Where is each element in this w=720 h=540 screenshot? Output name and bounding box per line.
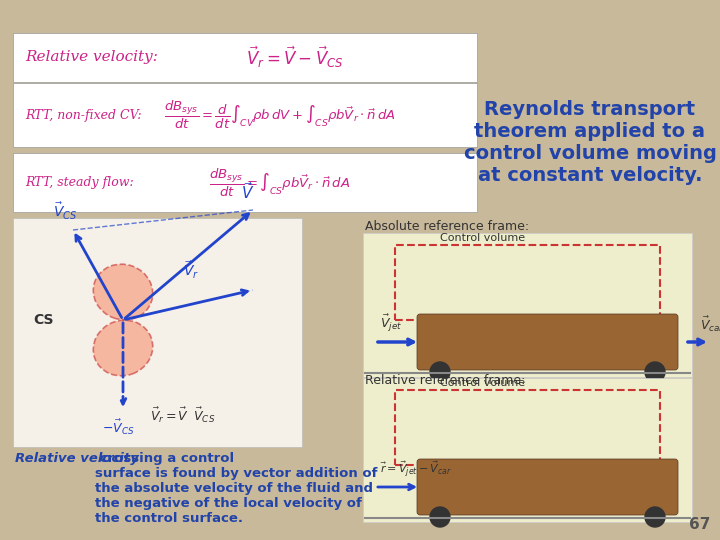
Ellipse shape [94,320,153,376]
FancyBboxPatch shape [355,215,705,535]
FancyBboxPatch shape [13,153,477,212]
Text: $-\vec{V}_{CS}$: $-\vec{V}_{CS}$ [102,418,134,437]
FancyBboxPatch shape [363,233,692,377]
FancyBboxPatch shape [13,83,477,147]
Text: $\vec{V}$: $\vec{V}$ [241,181,255,202]
Text: Control volume: Control volume [440,378,525,388]
Text: $\vec{V}_{car}$: $\vec{V}_{car}$ [700,315,720,334]
Text: Control volume: Control volume [440,233,525,243]
Text: 67: 67 [688,517,710,532]
Text: Relative reference frame:: Relative reference frame: [365,374,526,387]
FancyBboxPatch shape [13,218,302,447]
Ellipse shape [94,264,153,320]
Circle shape [430,507,450,527]
Text: Absolute reference frame:: Absolute reference frame: [365,220,529,233]
FancyBboxPatch shape [13,33,477,82]
Text: RTT, non-fixed CV:: RTT, non-fixed CV: [25,109,142,122]
Text: crossing a control
surface is found by vector addition of
the absolute velocity : crossing a control surface is found by v… [95,452,377,525]
Circle shape [645,507,665,527]
FancyBboxPatch shape [417,314,678,370]
Text: $\dfrac{dB_{sys}}{dt} = \int_{CS} \rho b \vec{V}_r \cdot \vec{n}\, dA$: $\dfrac{dB_{sys}}{dt} = \int_{CS} \rho b… [210,166,351,199]
Text: $\vec{V}_{CS}$: $\vec{V}_{CS}$ [53,201,77,222]
Text: $\dfrac{dB_{sys}}{dt} = \dfrac{d}{dt}\int_{CV} \rho b\, dV + \int_{CS} \rho b \v: $\dfrac{dB_{sys}}{dt} = \dfrac{d}{dt}\in… [164,99,396,131]
FancyBboxPatch shape [417,459,678,515]
Circle shape [645,362,665,382]
Text: $\vec{V}_r$: $\vec{V}_r$ [183,260,199,280]
Text: Reynolds transport
theorem applied to a
control volume moving
at constant veloci: Reynolds transport theorem applied to a … [464,100,716,185]
Text: $\vec{V}_{jet}$: $\vec{V}_{jet}$ [380,313,402,334]
Text: $\vec{r} = \vec{V}_{jet} - \vec{V}_{car}$: $\vec{r} = \vec{V}_{jet} - \vec{V}_{car}… [380,460,452,480]
Text: RTT, steady flow:: RTT, steady flow: [25,176,134,189]
FancyBboxPatch shape [363,378,692,522]
Circle shape [430,362,450,382]
Text: Relative velocity: Relative velocity [15,452,139,465]
Text: $\vec{V}_r = \vec{V} - \vec{V}_{CS}$: $\vec{V}_r = \vec{V} - \vec{V}_{CS}$ [246,45,344,70]
Text: $\vec{V}_r = \vec{V}\;\;\vec{V}_{CS}$: $\vec{V}_r = \vec{V}\;\;\vec{V}_{CS}$ [150,406,216,425]
Text: CS: CS [33,313,53,327]
Text: Relative velocity:: Relative velocity: [25,51,158,64]
